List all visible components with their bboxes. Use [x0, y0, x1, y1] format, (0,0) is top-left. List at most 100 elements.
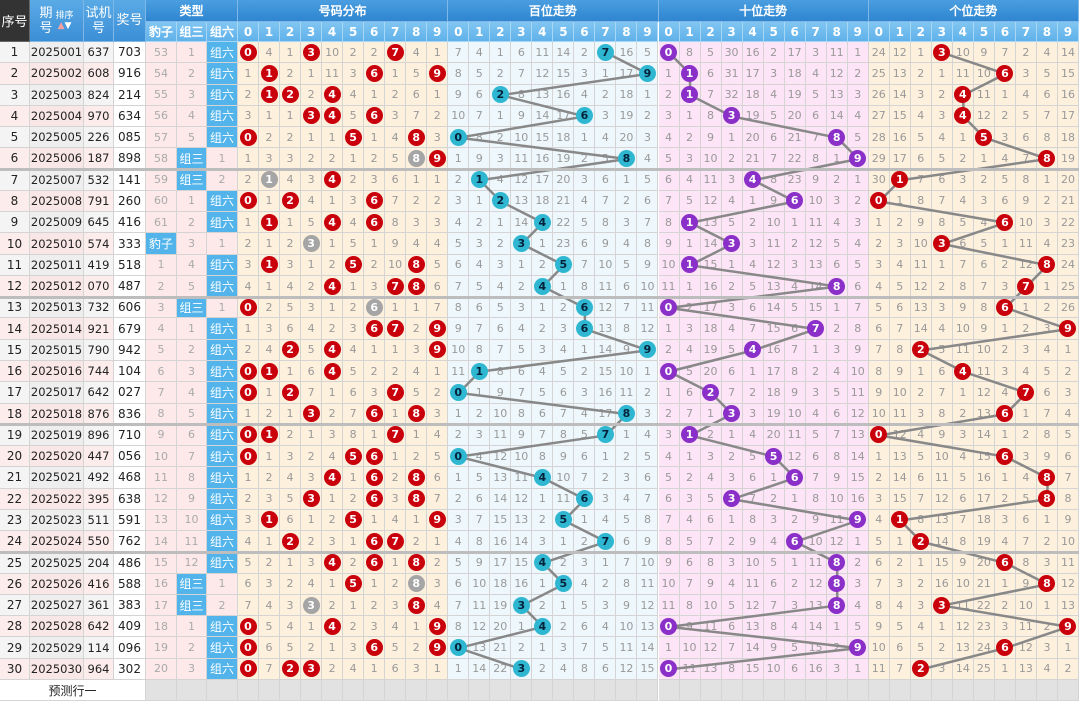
- prediction-cell[interactable]: [1057, 680, 1079, 701]
- tens-omission: 5: [784, 297, 806, 319]
- tens-omission: 8: [784, 361, 806, 383]
- prediction-cell[interactable]: [616, 680, 638, 701]
- units-omission: 13: [973, 403, 995, 425]
- prediction-cell[interactable]: [511, 680, 533, 701]
- tens-omission: 11: [805, 212, 827, 234]
- hundreds-hit-cell: 2: [490, 190, 512, 213]
- distribution-omission: 5: [343, 233, 365, 255]
- prediction-cell[interactable]: [385, 680, 407, 701]
- hundreds-omission: 2: [511, 275, 533, 298]
- hundreds-omission: 3: [637, 403, 659, 425]
- tens-ball: 6: [786, 468, 804, 486]
- prediction-cell[interactable]: [259, 680, 281, 701]
- prediction-cell[interactable]: [553, 680, 575, 701]
- units-omission: 5: [889, 275, 911, 298]
- prediction-cell[interactable]: [910, 680, 932, 701]
- row-period: 2025012: [30, 275, 84, 298]
- prediction-cell[interactable]: [721, 680, 743, 701]
- prediction-cell[interactable]: [700, 680, 722, 701]
- header-period[interactable]: 期号排序 ▲▼: [30, 0, 84, 42]
- prediction-cell[interactable]: [364, 680, 386, 701]
- prediction-cell[interactable]: [868, 680, 890, 701]
- tens-omission: 15: [805, 297, 827, 319]
- distribution-omission: 3: [280, 594, 302, 617]
- distribution-hit-cell: 8: [406, 467, 428, 489]
- hundreds-omission: 16: [511, 573, 533, 595]
- prediction-cell[interactable]: [280, 680, 302, 701]
- prediction-cell[interactable]: [973, 680, 995, 701]
- prediction-cell[interactable]: [595, 680, 617, 701]
- hundreds-omission: 6: [637, 190, 659, 213]
- units-omission: 3: [1057, 382, 1079, 404]
- type-omission: 20: [146, 658, 177, 680]
- hundreds-omission: 4: [532, 361, 554, 383]
- units-omission: 13: [952, 637, 974, 659]
- prediction-cell[interactable]: [1036, 680, 1058, 701]
- prediction-cell[interactable]: [637, 680, 659, 701]
- prediction-cell[interactable]: [146, 680, 177, 701]
- sort-button[interactable]: 排序 ▲▼: [56, 11, 74, 31]
- distribution-omission: 2: [343, 169, 365, 191]
- prediction-cell[interactable]: [658, 680, 680, 701]
- prediction-cell[interactable]: [532, 680, 554, 701]
- units-omission: 4: [1015, 361, 1037, 383]
- prediction-cell[interactable]: [847, 680, 869, 701]
- distribution-omission: 1: [406, 509, 428, 532]
- prediction-cell[interactable]: [406, 680, 428, 701]
- hundreds-ball: 6: [575, 107, 593, 125]
- tens-omission: 2: [721, 446, 743, 468]
- prediction-cell[interactable]: [679, 680, 701, 701]
- prediction-cell[interactable]: [1015, 680, 1037, 701]
- hundreds-omission: 2: [637, 382, 659, 404]
- type-omission: 1: [177, 318, 207, 340]
- prediction-cell[interactable]: [994, 680, 1016, 701]
- units-omission: 10: [973, 339, 995, 361]
- type-label: 组六: [207, 446, 238, 468]
- tens-omission: 3: [658, 424, 680, 447]
- type-label: 组六: [207, 616, 238, 638]
- tens-omission: 14: [763, 297, 785, 319]
- prediction-cell[interactable]: [301, 680, 323, 701]
- prediction-cell[interactable]: [207, 680, 238, 701]
- prediction-cell[interactable]: [469, 680, 491, 701]
- prediction-cell[interactable]: [805, 680, 827, 701]
- prediction-cell[interactable]: [763, 680, 785, 701]
- prediction-cell[interactable]: [177, 680, 207, 701]
- units-omission: 15: [1057, 63, 1079, 85]
- tens-omission: 11: [847, 382, 869, 404]
- units-omission: 13: [1057, 594, 1079, 617]
- prediction-cell[interactable]: [826, 680, 848, 701]
- units-omission: 2: [1015, 42, 1037, 64]
- hundreds-omission: 10: [469, 573, 491, 595]
- units-omission: 21: [1057, 190, 1079, 213]
- prediction-cell[interactable]: [784, 680, 806, 701]
- tens-ball: 8: [828, 128, 846, 146]
- units-omission: 12: [910, 275, 932, 298]
- tens-omission: 8: [805, 148, 827, 170]
- units-ball: 6: [996, 639, 1014, 657]
- prediction-cell[interactable]: [448, 680, 470, 701]
- prediction-cell[interactable]: [322, 680, 344, 701]
- prediction-cell[interactable]: [427, 680, 449, 701]
- units-omission: 7: [931, 382, 953, 404]
- hundreds-ball: 6: [575, 490, 593, 508]
- tens-omission: 11: [826, 42, 848, 64]
- units-omission: 1: [994, 424, 1016, 447]
- header-digit: 9: [1057, 22, 1079, 42]
- prediction-cell[interactable]: [490, 680, 512, 701]
- prediction-cell[interactable]: [574, 680, 596, 701]
- prediction-cell[interactable]: [238, 680, 260, 701]
- type-omission: 7: [177, 446, 207, 468]
- prediction-cell[interactable]: [952, 680, 974, 701]
- hundreds-omission: 8: [595, 212, 617, 234]
- distribution-omission: 2: [322, 254, 344, 276]
- units-omission: 1: [931, 63, 953, 85]
- hundreds-omission: 10: [637, 552, 659, 574]
- row-seq: 14: [0, 318, 30, 340]
- prediction-cell[interactable]: [889, 680, 911, 701]
- type-label: 组六: [207, 254, 238, 276]
- row-test-number: 744: [84, 361, 114, 383]
- prediction-cell[interactable]: [343, 680, 365, 701]
- prediction-cell[interactable]: [742, 680, 764, 701]
- prediction-cell[interactable]: [931, 680, 953, 701]
